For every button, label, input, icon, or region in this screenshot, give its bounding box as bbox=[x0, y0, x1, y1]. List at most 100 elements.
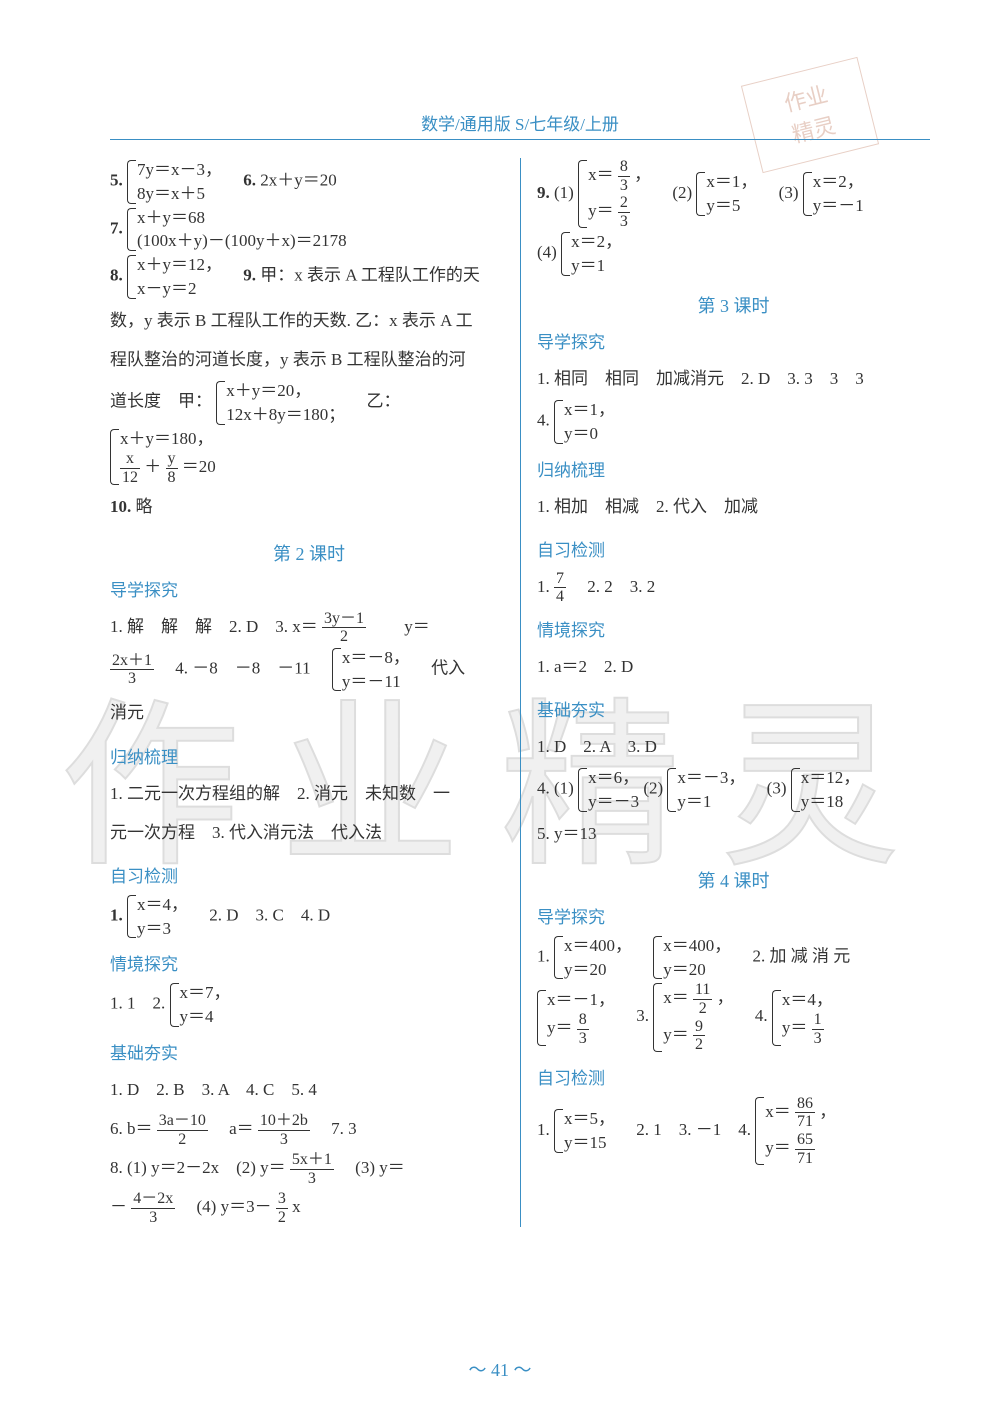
t: (2) bbox=[672, 183, 692, 202]
t: 4. bbox=[537, 411, 554, 430]
l3-4: 4. x＝1， y＝0 bbox=[537, 398, 930, 446]
l4-z1: 1. x＝5， y＝15 2. 1 3. －1 4. x＝ 8671 ， y＝ … bbox=[537, 1095, 930, 1167]
f-d: 2 bbox=[276, 1209, 288, 1227]
s: x＝－1， y＝ 83 bbox=[537, 988, 615, 1048]
f-n: x bbox=[120, 450, 140, 469]
q9d-a1: x＋y＝20， bbox=[226, 379, 345, 403]
f-n: 8 bbox=[577, 1011, 589, 1030]
t: (3) bbox=[779, 183, 799, 202]
q8-r2: x－y＝2 bbox=[137, 277, 222, 301]
f-d: 3 bbox=[618, 177, 630, 195]
f-n: 3y－1 bbox=[322, 610, 366, 629]
f-d: 3 bbox=[131, 1209, 175, 1227]
t: (4) bbox=[537, 243, 557, 262]
l3-j1: 1. D 2. A 3. D bbox=[537, 727, 930, 766]
t: y＝ bbox=[782, 1018, 808, 1037]
l2-z1: 1. x＝4， y＝3 2. D 3. C 4. D bbox=[110, 893, 508, 941]
r-jc: 基础夯实 bbox=[537, 696, 930, 721]
lesson4-title: 第 4 课时 bbox=[537, 867, 930, 893]
l2-j6: 6. b＝ 3a－102 a＝ 10＋2b3 7. 3 bbox=[110, 1109, 508, 1148]
t: (3) y＝ bbox=[338, 1158, 405, 1177]
t: a＝ bbox=[212, 1119, 254, 1138]
l3-z1: 1. 74 2. 2 3. 2 bbox=[537, 567, 930, 606]
l2-q1sys: x＝7， y＝4 bbox=[170, 981, 231, 1029]
q7: 7. x＋y＝68 (100x＋y)－(100y＋x)＝2178 bbox=[110, 206, 508, 254]
f-n: y bbox=[166, 450, 178, 469]
f-n: 8 bbox=[618, 158, 630, 177]
tail: ＝20 bbox=[182, 457, 216, 476]
t: 1. bbox=[537, 577, 554, 596]
f-d: 2 bbox=[693, 1000, 712, 1018]
r: x＝400， bbox=[663, 934, 731, 958]
t: ， bbox=[819, 1102, 836, 1121]
r: y＝－3 bbox=[588, 790, 639, 814]
r: y＝ 83 bbox=[547, 1011, 615, 1047]
r: y＝5 bbox=[706, 194, 757, 218]
r: y＝18 bbox=[801, 790, 861, 814]
q7-r1: x＋y＝68 bbox=[137, 206, 347, 230]
t: ， bbox=[634, 165, 651, 184]
lesson3-title: 第 3 课时 bbox=[537, 292, 930, 318]
q9d: 道长度 甲： x＋y＝20， 12x＋8y＝180； 乙： x＋y＝180， x… bbox=[110, 379, 508, 487]
f-d: 3 bbox=[258, 1131, 310, 1149]
q9c: 程队整治的河道长度，y 表示 B 工程队整治的河 bbox=[110, 340, 508, 379]
l2-1b-pre: x＝ bbox=[292, 617, 318, 636]
l2-2c: 代入 bbox=[414, 659, 465, 678]
s: x＝12， y＝18 bbox=[791, 766, 861, 814]
q8-q9: 8. x＋y＝12， x－y＝2 9. 甲：x 表示 A 工程队工作的天 bbox=[110, 253, 508, 301]
r: x＝－1， bbox=[547, 988, 615, 1012]
t: 8. (1) y＝2－2x (2) y＝ bbox=[110, 1158, 286, 1177]
r: x＝5， bbox=[564, 1107, 615, 1131]
q6-text: 2x＋y＝20 bbox=[260, 171, 337, 190]
r: x＝2， bbox=[813, 170, 864, 194]
l4-zx: 自习检测 bbox=[537, 1064, 930, 1089]
lesson2-title: 第 2 课时 bbox=[110, 540, 508, 566]
q7-system: x＋y＝68 (100x＋y)－(100y＋x)＝2178 bbox=[127, 206, 347, 254]
t: 4. bbox=[755, 1007, 772, 1026]
f-n: 4－2x bbox=[131, 1190, 175, 1209]
l2-z1-tail: 2. D 3. C 4. D bbox=[192, 905, 330, 924]
l2-3: 消元 bbox=[110, 693, 508, 732]
l2-1b-gap: y＝ bbox=[370, 617, 430, 636]
r-gn: 归纳梳理 bbox=[537, 456, 930, 481]
l2-2: 2x＋13 4. －8 －8 －11 x＝－8， y＝－11 代入 bbox=[110, 646, 508, 694]
l2-q1a: 1. 1 2. bbox=[110, 994, 170, 1013]
f-d: 3 bbox=[577, 1030, 589, 1048]
f-n: 7 bbox=[554, 570, 566, 589]
qjtj: 情境探究 bbox=[110, 950, 508, 975]
q9d-sysA: x＋y＝20， 12x＋8y＝180； bbox=[216, 379, 345, 427]
s: x＝400， y＝20 bbox=[554, 934, 632, 982]
r-dx: 导学探究 bbox=[537, 328, 930, 353]
r: y＝1 bbox=[571, 254, 622, 278]
jchs: 基础夯实 bbox=[110, 1039, 508, 1064]
q9d-sysB: x＋y＝180， x12 ＋ y8 ＝20 bbox=[110, 427, 216, 487]
f-n: 10＋2b bbox=[258, 1112, 310, 1131]
t: y＝ bbox=[547, 1018, 573, 1037]
f-n: 86 bbox=[795, 1095, 815, 1114]
r-q9-2: x＝1， y＝5 bbox=[696, 170, 757, 218]
l3-g1: 1. 相加 相减 2. 代入 加减 bbox=[537, 487, 930, 526]
r: x＝12， bbox=[801, 766, 861, 790]
f-d: 2 bbox=[693, 1036, 705, 1054]
f-n: 5x＋1 bbox=[290, 1151, 334, 1170]
t: 6. b＝ bbox=[110, 1119, 153, 1138]
r: y＝4 bbox=[180, 1005, 231, 1029]
f-d: 3 bbox=[290, 1170, 334, 1188]
t: 2. 加 减 消 元 bbox=[736, 947, 851, 966]
l2-2b: 4. －8 －8 －11 bbox=[158, 659, 327, 678]
f-d: 4 bbox=[554, 588, 566, 606]
q10: 10. 略 bbox=[110, 487, 508, 526]
l2-z1sys: x＝4， y＝3 bbox=[127, 893, 188, 941]
f-n: 2 bbox=[618, 194, 630, 213]
s: x＝ 112 ， y＝ 92 bbox=[653, 981, 733, 1053]
r: x＝6， bbox=[588, 766, 639, 790]
t: － bbox=[110, 1197, 127, 1216]
r: y＝20 bbox=[663, 958, 731, 982]
t: x＝ bbox=[765, 1102, 791, 1121]
gnsl: 归纳梳理 bbox=[110, 743, 508, 768]
r: x＝ 112 ， bbox=[663, 981, 733, 1017]
q9-label: 9. bbox=[243, 266, 256, 285]
f-d: 71 bbox=[795, 1150, 815, 1168]
f-d: 3 bbox=[812, 1030, 824, 1048]
t: x bbox=[292, 1197, 301, 1216]
